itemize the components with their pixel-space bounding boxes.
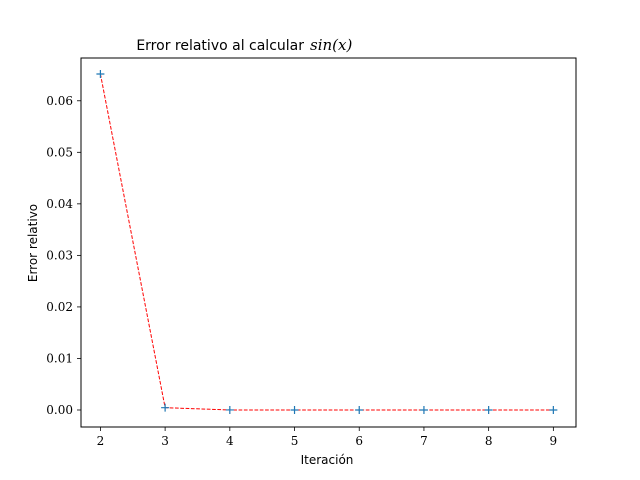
- x-tick-label: 5: [291, 434, 299, 448]
- chart-title-math: sin(x): [310, 36, 352, 54]
- x-tick-label: 4: [226, 434, 234, 448]
- x-tick-label: 8: [485, 434, 493, 448]
- y-tick-label: 0.01: [46, 351, 73, 365]
- y-tick-label: 0.00: [46, 403, 73, 417]
- data-point-marker: [484, 405, 493, 414]
- y-tick-label: 0.05: [46, 145, 73, 159]
- x-tick-label: 9: [550, 434, 558, 448]
- data-point-marker: [161, 403, 170, 412]
- y-tick-label: 0.06: [46, 94, 73, 108]
- data-point-marker: [549, 405, 558, 414]
- x-tick-label: 2: [97, 434, 105, 448]
- series-line: [99, 73, 554, 411]
- y-axis-label: Error relativo: [26, 204, 40, 282]
- x-tick-label: 3: [161, 434, 169, 448]
- data-point-marker: [355, 405, 364, 414]
- chart-title: Error relativo al calcular: [136, 38, 304, 54]
- data-point-marker: [419, 405, 428, 414]
- axes-frame: [80, 57, 577, 428]
- data-point-marker: [290, 405, 299, 414]
- x-axis-label: Iteración: [301, 453, 354, 467]
- data-point-marker: [225, 405, 234, 414]
- y-tick-label: 0.02: [46, 300, 73, 314]
- x-tick-label: 6: [355, 434, 363, 448]
- y-tick-label: 0.04: [46, 197, 73, 211]
- y-tick-label: 0.03: [46, 248, 73, 262]
- x-tick-label: 7: [420, 434, 428, 448]
- plot-area: 2 3 4 5 6 7 8 9 0.00 0.01 0.02 0.03 0.04 0.05 0.06: [46, 57, 577, 448]
- data-point-marker: [96, 69, 105, 78]
